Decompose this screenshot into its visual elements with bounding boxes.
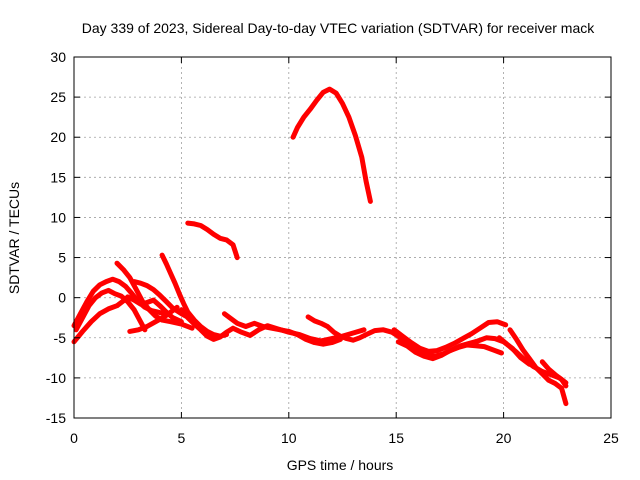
y-tick-labels: -15 -10 -5 0 5 10 15 20 25 30 xyxy=(46,49,66,426)
y-tick-label: -5 xyxy=(54,330,67,346)
y-tick-label: 0 xyxy=(58,290,66,306)
x-tick-label: 15 xyxy=(388,430,404,446)
y-axis-label: SDTVAR / TECUs xyxy=(6,182,22,294)
y-tick-label: 5 xyxy=(58,250,66,266)
chart-title: Day 339 of 2023, Sidereal Day-to-day VTE… xyxy=(82,20,595,36)
y-tick-label: -10 xyxy=(46,370,66,386)
y-tick-label: 15 xyxy=(50,169,66,185)
y-tick-label: -15 xyxy=(46,410,66,426)
series-arc-9 xyxy=(185,220,240,261)
series-arc-3 xyxy=(73,287,148,333)
plot-frame xyxy=(73,56,612,419)
x-tick-label: 5 xyxy=(178,430,186,446)
series-arc-17 xyxy=(539,359,569,389)
series-arc-7 xyxy=(159,252,229,339)
series-arc-10 xyxy=(221,311,343,347)
y-tick-label: 20 xyxy=(50,129,66,145)
y-tick-label: 30 xyxy=(50,49,66,65)
series-arc-6 xyxy=(131,279,193,321)
series-arc-5 xyxy=(127,304,180,334)
axis-ticks xyxy=(73,56,612,419)
x-tick-label: 25 xyxy=(603,430,619,446)
series-arc-2 xyxy=(71,294,184,345)
y-tick-label: 25 xyxy=(50,89,66,105)
series-arc-13 xyxy=(391,319,509,354)
series-arc-4 xyxy=(114,260,195,331)
x-tick-label: 10 xyxy=(281,430,297,446)
series-arc-8 xyxy=(178,307,367,344)
grid-lines xyxy=(74,57,611,418)
x-tick-label: 20 xyxy=(496,430,512,446)
x-tick-label: 0 xyxy=(70,430,78,446)
x-axis-label: GPS time / hours xyxy=(287,457,394,473)
x-tick-labels: 0 5 10 15 20 25 xyxy=(70,430,619,446)
y-tick-label: 10 xyxy=(50,209,66,225)
series-arc-11 xyxy=(290,86,373,204)
data-series xyxy=(71,86,569,407)
series-arc-14 xyxy=(395,339,504,362)
